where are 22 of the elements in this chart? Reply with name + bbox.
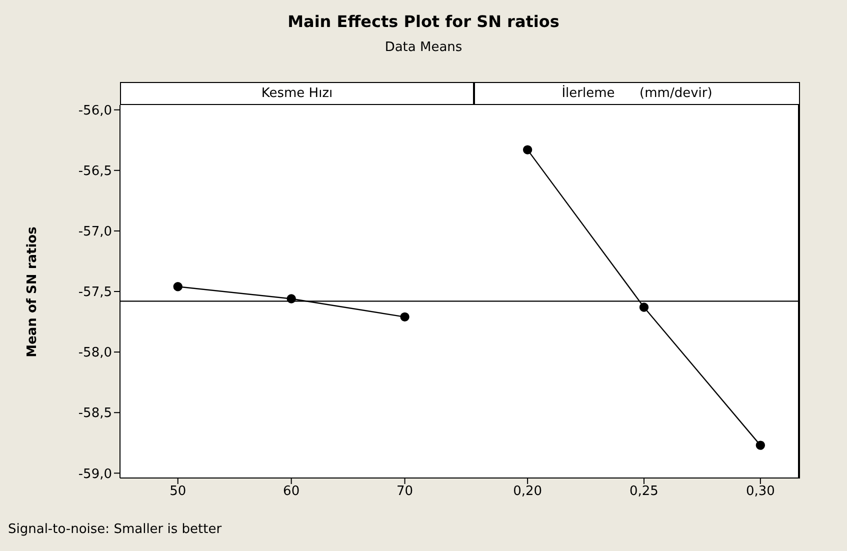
chart-subtitle: Data Means (384, 40, 464, 55)
y-tick-label: -56,5 (78, 164, 112, 180)
x-axis-title: Kesme Hızı (120, 82, 474, 105)
y-tick-label: -58,0 (78, 346, 112, 361)
x-tick-label: 0,25 (630, 484, 658, 500)
point (400, 312, 410, 322)
point (286, 294, 296, 304)
text: Signal-to-noise: Smaller is better (8, 522, 222, 537)
x-tick-label: 70 (396, 484, 414, 500)
point (173, 282, 182, 292)
y-tick-label: -57,0 (78, 224, 112, 240)
x-tick-label: 50 (170, 484, 186, 500)
y-axis-title: Mean of SN ratios (24, 226, 40, 357)
x-tick-label: 0,30 (746, 484, 775, 500)
y-tick-label: -57,5 (78, 285, 112, 300)
x-tick-label: 60 (283, 484, 300, 500)
y-tick-label: -59,0 (78, 466, 112, 482)
y-tick-label: -56,0 (78, 103, 112, 118)
x-axis-title: İlerleme (mm/devir) (474, 82, 800, 105)
x-tick-label: 0,20 (513, 484, 542, 500)
chart-title: Main Effects Plot for SN ratios (286, 12, 560, 31)
y-tick-label: -58,5 (78, 406, 112, 422)
